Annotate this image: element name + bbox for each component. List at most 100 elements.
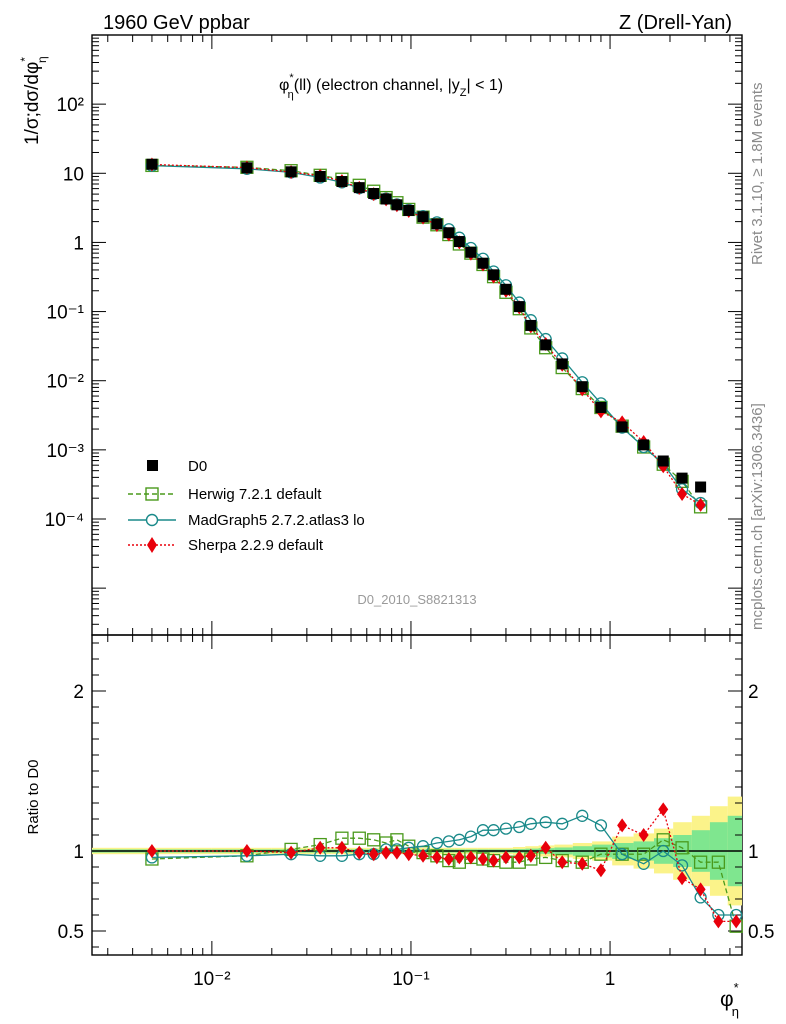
ratio-plot-frame — [91, 634, 743, 956]
main-point-d0 — [657, 455, 669, 467]
main-point-d0 — [368, 188, 380, 200]
process-label: Z (Drell-Yan) — [619, 12, 732, 34]
source-label: mcplots.cern.ch [arXiv:1306.3436] — [749, 403, 766, 630]
main-point-d0 — [241, 162, 253, 174]
ratio-point-sherpa — [540, 840, 551, 855]
main-point-d0 — [638, 439, 650, 451]
main-point-d0 — [695, 481, 707, 493]
ratio-point-sherpa — [336, 840, 347, 855]
legend-entry-d0: D0 — [147, 458, 207, 475]
tick-labels: 10⁻² 10⁻¹ 1 10⁻⁴ 10⁻³ 10⁻² 10⁻¹ 1 10 10² 0.5 1 2 0.5 1… — [45, 95, 775, 990]
legend: D0 Herwig 7.2.1 default MadGraph5 2.7.2.… — [128, 458, 365, 554]
ratio-point-herwig — [675, 841, 689, 855]
ratio-point-sherpa — [431, 850, 442, 865]
ratio-point-sherpa — [658, 802, 669, 817]
ratio-point-madgraph5 — [675, 859, 689, 872]
main-point-d0 — [353, 182, 365, 194]
ratio-y-tick-label: 0.5 — [58, 922, 84, 943]
ratio-point-madgraph5 — [464, 830, 478, 843]
legend-marker-d0 — [147, 460, 158, 471]
main-point-d0 — [477, 257, 489, 269]
ratio-point-sherpa — [465, 850, 476, 865]
main-point-d0 — [513, 301, 525, 313]
ratio-point-madgraph5 — [556, 817, 569, 830]
legend-label-sherpa: Sherpa 2.2.9 default — [188, 537, 324, 554]
main-point-d0 — [380, 193, 392, 205]
legend-marker-sherpa — [147, 537, 157, 553]
ratio-point-sherpa — [525, 848, 536, 863]
legend-marker-madgraph — [145, 513, 159, 527]
ratio-point-sherpa — [713, 914, 724, 929]
ratio-point-herwig — [594, 847, 608, 861]
ratio-point-sherpa — [638, 828, 649, 842]
main-point-d0 — [616, 421, 628, 433]
ratio-point-madgraph5 — [487, 824, 500, 837]
ratio-point-sherpa — [695, 882, 706, 897]
ratio-point-madgraph5 — [637, 857, 650, 870]
y-tick-label: 10⁻⁴ — [45, 510, 84, 531]
main-point-d0 — [595, 401, 607, 413]
ratio-point-sherpa — [488, 853, 499, 868]
main-point-d0 — [314, 170, 326, 182]
rivet-version-label: Rivet 3.1.10, ≥ 1.8M events — [749, 83, 766, 266]
main-point-sherpa — [677, 486, 688, 501]
ratio-point-sherpa — [418, 848, 429, 863]
legend-label-herwig: Herwig 7.2.1 default — [188, 486, 322, 503]
ratio-point-sherpa — [146, 844, 157, 858]
main-point-d0 — [391, 199, 403, 211]
legend-label-madgraph: MadGraph5 2.7.2.atlas3 lo — [188, 512, 365, 529]
main-point-d0 — [576, 381, 588, 393]
main-point-d0 — [431, 218, 443, 230]
ratio-point-madgraph5 — [453, 833, 466, 846]
ratio-point-sherpa — [354, 845, 365, 860]
ratio-point-sherpa — [315, 840, 326, 855]
ratio-point-madgraph5 — [513, 820, 526, 834]
ratio-point-herwig — [693, 855, 708, 869]
legend-entry-herwig: Herwig 7.2.1 default — [128, 486, 322, 503]
legend-entry-madgraph: MadGraph5 2.7.2.atlas3 lo — [128, 512, 365, 529]
y-tick-label: 10 — [63, 164, 84, 185]
ratio-point-madgraph5 — [615, 848, 629, 861]
y-tick-label: 10⁻² — [47, 372, 85, 393]
ratio-point-sherpa — [241, 844, 252, 858]
ratio-y-axis-label: Ratio to D0 — [25, 759, 42, 834]
y-tick-label: 10² — [57, 95, 84, 116]
y-tick-label: 1 — [73, 233, 84, 254]
ratio-point-sherpa — [391, 845, 402, 860]
ratio-y-tick-label: 2 — [73, 682, 84, 703]
ratio-y-tick-label-right: 2 — [748, 682, 759, 703]
energy-label: 1960 GeV ppbar — [103, 12, 250, 34]
ratio-point-madgraph5 — [594, 819, 608, 832]
ratio-y-tick-label-right: 1 — [748, 842, 759, 863]
main-point-d0 — [465, 246, 477, 258]
legend-marker-herwig — [145, 487, 159, 501]
ratio-point-madgraph5 — [657, 844, 670, 858]
ratio-y-tick-label: 1 — [73, 842, 84, 863]
ratio-point-sherpa — [443, 852, 454, 866]
legend-label-d0: D0 — [188, 458, 207, 475]
main-point-d0 — [417, 211, 429, 223]
main-point-d0 — [453, 236, 465, 248]
ratio-point-herwig — [711, 855, 726, 869]
ratio-y-tick-label-right: 0.5 — [748, 922, 774, 943]
ratio-point-herwig — [352, 831, 366, 845]
ratio-point-sherpa — [500, 850, 511, 865]
main-point-d0 — [488, 269, 500, 281]
main-point-sherpa — [695, 497, 706, 512]
ratio-point-sherpa — [577, 856, 588, 871]
legend-entry-sherpa: Sherpa 2.2.9 default — [128, 537, 324, 554]
ratio-point-sherpa — [403, 847, 414, 862]
ratio-point-sherpa — [454, 850, 465, 865]
ratio-point-sherpa — [595, 863, 606, 878]
ratio-point-madgraph5 — [576, 809, 589, 822]
x-tick-label: 1 — [605, 969, 616, 990]
main-point-d0 — [285, 166, 297, 178]
main-point-d0 — [403, 204, 415, 216]
analysis-id-label: D0_2010_S8821313 — [357, 592, 476, 607]
main-point-d0 — [500, 283, 512, 295]
ratio-point-sherpa — [381, 845, 392, 860]
y-tick-label: 10⁻¹ — [47, 303, 85, 324]
ratio-point-sherpa — [557, 855, 568, 870]
y-tick-label: 10⁻³ — [47, 441, 85, 462]
